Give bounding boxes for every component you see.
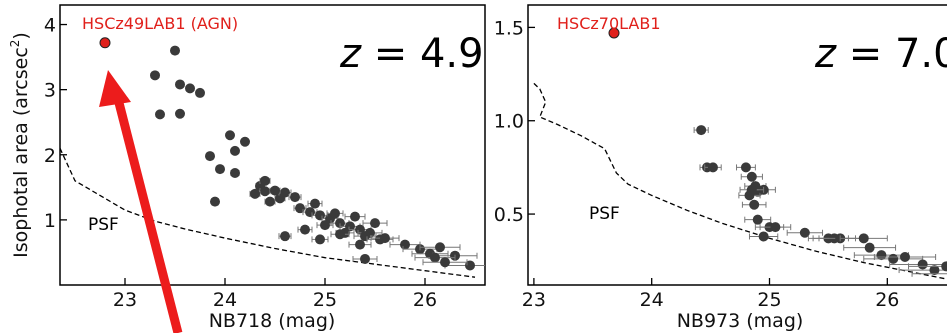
data-point — [355, 239, 365, 250]
data-point — [185, 83, 195, 94]
data-point — [150, 70, 160, 81]
right-plot-frame — [527, 4, 947, 286]
left-data-points — [150, 45, 485, 271]
data-point — [250, 188, 260, 199]
data-point — [170, 45, 180, 56]
data-point — [205, 151, 215, 162]
red-arrow-head — [99, 70, 131, 107]
y-tick-label: 1.0 — [494, 111, 524, 133]
data-point — [888, 253, 899, 264]
y-tick-label: 0.5 — [494, 204, 524, 226]
data-point — [280, 231, 290, 242]
data-point — [175, 108, 185, 119]
data-point — [215, 164, 225, 175]
data-point — [310, 198, 320, 209]
data-point — [265, 196, 275, 207]
x-tick-label: 24 — [213, 289, 237, 311]
x-tick-label: 26 — [413, 289, 437, 311]
data-point — [230, 168, 240, 178]
data-point — [350, 211, 360, 222]
data-point — [858, 233, 869, 244]
data-point — [210, 196, 220, 207]
highlight-point — [99, 37, 111, 49]
data-point — [929, 265, 940, 276]
data-point — [746, 171, 757, 182]
right-x-axis-label: NB973 (mag) — [677, 310, 804, 332]
data-point — [876, 250, 887, 261]
right-data-points — [693, 125, 947, 277]
data-point — [225, 130, 235, 141]
data-point — [899, 252, 910, 262]
data-point — [400, 239, 410, 250]
data-point — [280, 187, 290, 198]
data-point — [370, 218, 380, 229]
right-panel: 23 24 25 26 0.5 1.0 1.5 HSCz70LAB1 z = 7.0 PSF… — [494, 4, 947, 332]
data-point — [917, 259, 928, 270]
data-point — [155, 109, 165, 120]
left-psf-curve — [60, 148, 476, 278]
data-point — [260, 186, 270, 197]
data-point — [175, 79, 185, 90]
data-point — [749, 199, 760, 210]
data-point — [770, 222, 781, 233]
data-point — [360, 253, 370, 264]
left-psf-label: PSF — [88, 215, 119, 235]
data-point — [435, 242, 445, 253]
y-tick-label: 2 — [44, 145, 56, 167]
red-arrow — [99, 70, 183, 333]
right-highlight-marker — [608, 27, 620, 39]
data-point — [335, 229, 345, 240]
x-tick-label: 26 — [875, 289, 899, 311]
left-redshift-label: z = 4.9 — [339, 31, 484, 77]
right-psf-curve — [533, 82, 947, 280]
x-tick-label: 25 — [757, 289, 781, 311]
data-point — [240, 136, 250, 147]
y-tick-label: 3 — [44, 80, 56, 102]
data-point — [260, 175, 270, 186]
left-plot-frame — [59, 4, 486, 286]
data-point — [320, 220, 330, 231]
data-point — [941, 261, 947, 272]
y-tick-label: 1 — [44, 210, 56, 232]
data-point — [758, 231, 769, 242]
left-y-axis-label: Isophotal area (arcsec2) — [8, 32, 32, 258]
data-point — [195, 87, 205, 98]
data-point — [430, 252, 440, 263]
data-point — [696, 125, 707, 136]
data-point — [740, 162, 751, 173]
x-tick-label: 23 — [522, 289, 546, 311]
data-point — [330, 208, 340, 219]
data-point — [335, 218, 345, 229]
right-psf-label: PSF — [589, 204, 620, 224]
data-point — [440, 257, 450, 268]
left-highlight-marker — [99, 37, 111, 49]
right-redshift-label: z = 7.0 — [814, 31, 947, 77]
data-point — [746, 184, 757, 195]
data-point — [270, 185, 280, 196]
data-point — [290, 192, 300, 203]
data-point — [315, 234, 325, 245]
left-x-axis-label: NB718 (mag) — [209, 310, 336, 332]
right-ticks: 23 24 25 26 0.5 1.0 1.5 — [494, 17, 900, 311]
data-point — [707, 162, 718, 173]
data-point — [380, 233, 390, 244]
red-arrow-shaft — [112, 93, 183, 333]
data-point — [300, 224, 310, 235]
x-tick-label: 23 — [113, 289, 137, 311]
data-point — [864, 242, 875, 253]
left-highlight-label: HSCz49LAB1 (AGN) — [82, 14, 238, 33]
x-tick-label: 24 — [640, 289, 664, 311]
highlight-point — [608, 27, 620, 39]
y-tick-label: 1.5 — [494, 17, 524, 39]
data-point — [799, 227, 810, 238]
y-tick-label: 4 — [44, 15, 56, 37]
right-highlight-label: HSCz70LAB1 — [557, 14, 661, 33]
data-point — [752, 214, 763, 225]
x-tick-label: 25 — [313, 289, 337, 311]
data-point — [230, 145, 240, 156]
